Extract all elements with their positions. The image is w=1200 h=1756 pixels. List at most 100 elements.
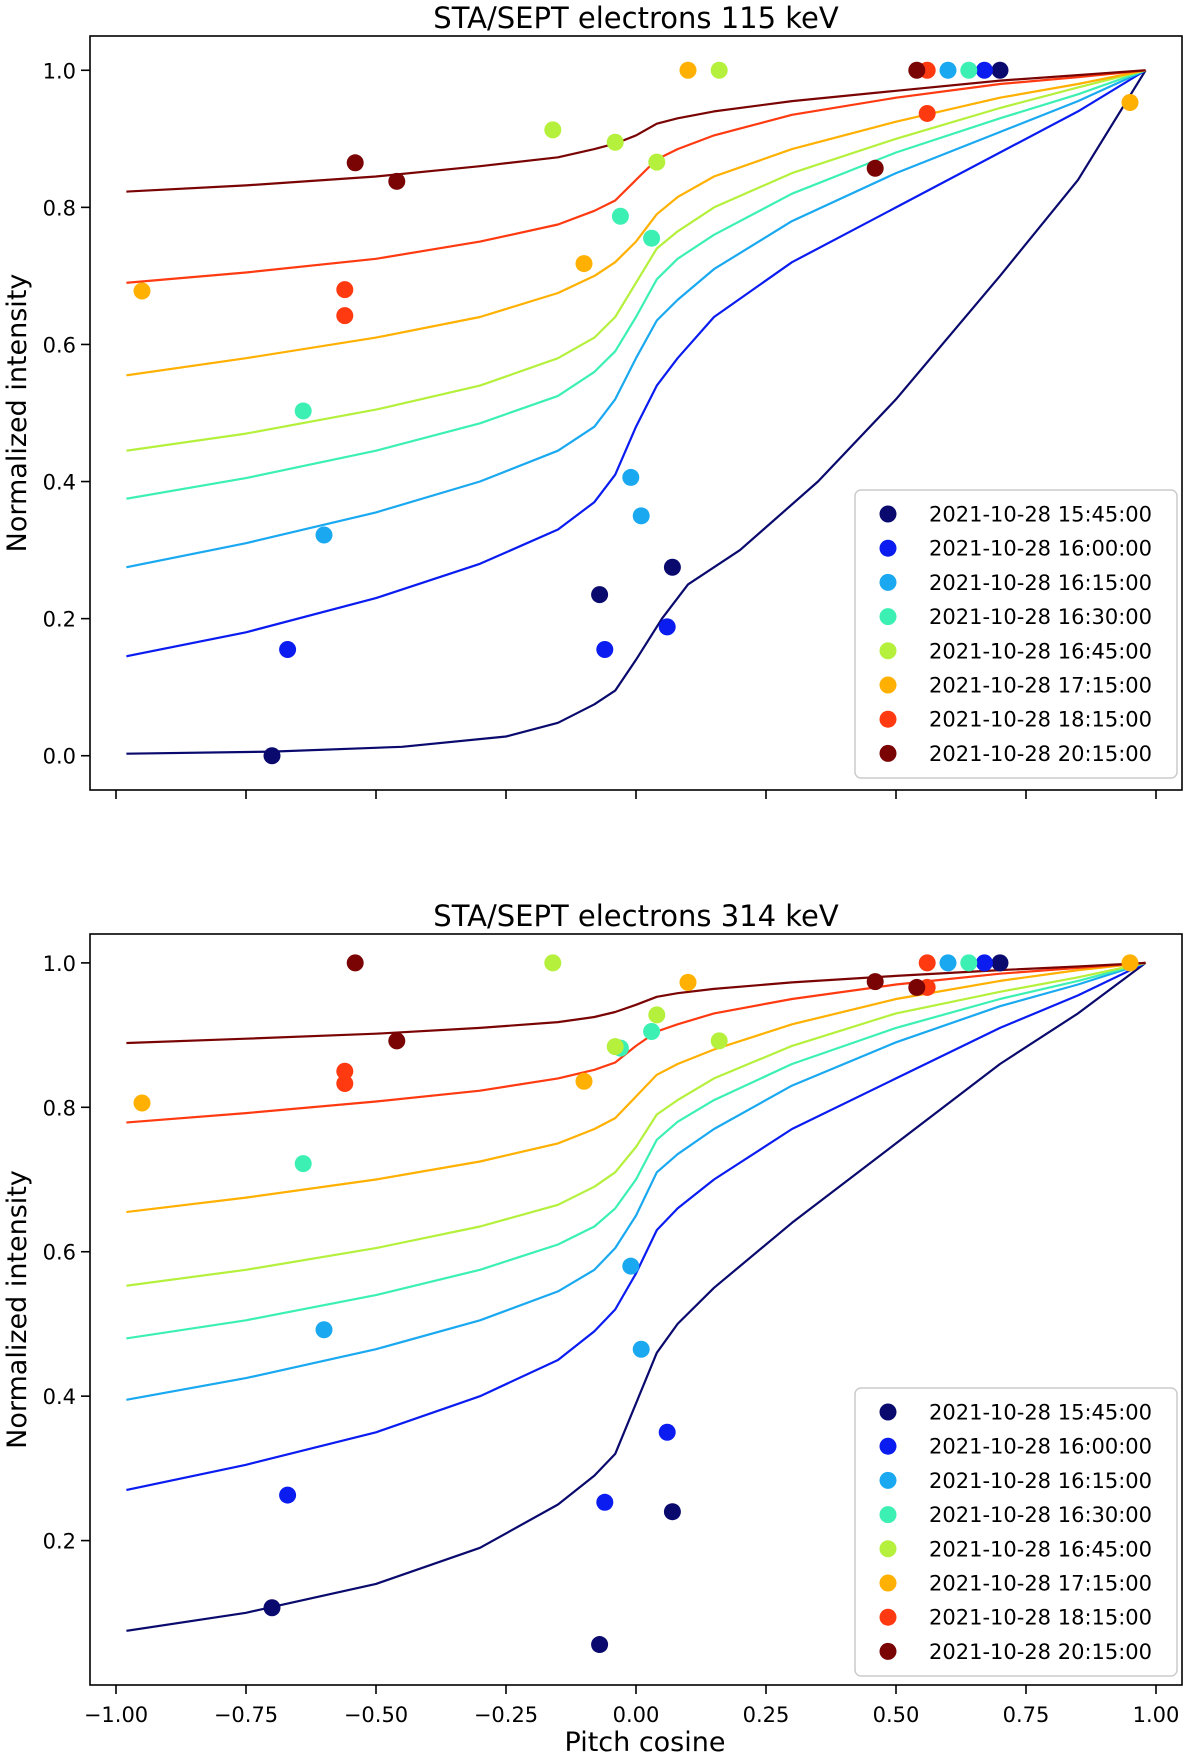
legend-marker	[879, 1574, 897, 1592]
model-curve-1715	[126, 961, 1146, 1214]
legend-entry: 2021-10-28 18:15:00	[929, 1606, 1152, 1630]
data-point	[918, 954, 936, 972]
model-curve-1630	[126, 961, 1146, 1340]
data-point	[336, 1062, 354, 1080]
legend-entry: 2021-10-28 20:15:00	[929, 1640, 1152, 1664]
data-point	[388, 172, 406, 190]
legend-marker	[879, 744, 897, 762]
x-tick-label: −0.25	[474, 1703, 538, 1727]
legend-marker	[879, 1403, 897, 1421]
data-point	[939, 61, 957, 79]
data-point	[663, 1503, 681, 1521]
legend-box	[854, 489, 1178, 779]
y-tick-label: 0.2	[43, 608, 76, 632]
model-curve-1715	[126, 69, 1146, 377]
data-point	[263, 747, 281, 765]
data-point	[648, 1006, 666, 1024]
y-tick-label: 0.4	[43, 1385, 76, 1409]
data-point	[596, 1493, 614, 1511]
legend-entry: 2021-10-28 16:15:00	[929, 1469, 1152, 1493]
model-curve-1630	[126, 69, 1146, 500]
data-point	[866, 159, 884, 177]
y-tick-label: 0.4	[43, 471, 76, 495]
data-point	[575, 255, 593, 273]
chart-title: STA/SEPT electrons 314 keV	[433, 899, 839, 933]
data-point	[679, 973, 697, 991]
data-point	[632, 507, 650, 525]
x-tick-label: −0.75	[214, 1703, 278, 1727]
data-point	[596, 640, 614, 658]
legend-marker	[879, 505, 897, 523]
x-axis-label: Pitch cosine	[565, 1727, 726, 1756]
data-point	[643, 229, 661, 247]
model-curve-1645	[126, 69, 1146, 452]
data-point	[611, 207, 629, 225]
data-point	[1121, 93, 1139, 111]
legend-entry: 2021-10-28 18:15:00	[929, 708, 1152, 732]
legend-marker	[879, 539, 897, 557]
data-point	[346, 154, 364, 172]
model-curve-2015	[126, 961, 1146, 1045]
y-tick-label: 0.6	[43, 1241, 76, 1265]
legend-entry: 2021-10-28 16:30:00	[929, 605, 1152, 629]
data-point	[710, 1032, 728, 1050]
data-point	[679, 61, 697, 79]
model-curve-1815	[126, 961, 1146, 1124]
data-point	[908, 61, 926, 79]
legend-marker	[879, 1437, 897, 1455]
data-point	[975, 954, 993, 972]
x-tick-label: 0.75	[1003, 1703, 1050, 1727]
data-point	[991, 61, 1009, 79]
model-curve-1600	[126, 69, 1147, 658]
data-point	[622, 1257, 640, 1275]
legend-entry: 2021-10-28 16:15:00	[929, 571, 1152, 595]
data-point	[991, 954, 1009, 972]
data-point	[648, 153, 666, 171]
legend-marker	[879, 608, 897, 626]
data-point	[279, 1486, 297, 1504]
data-point	[663, 558, 681, 576]
data-point	[606, 1038, 624, 1056]
legend-entry: 2021-10-28 16:30:00	[929, 1503, 1152, 1527]
legend-entry: 2021-10-28 16:45:00	[929, 1537, 1152, 1561]
legend-entry: 2021-10-28 16:00:00	[929, 1435, 1152, 1459]
data-point	[606, 133, 624, 151]
data-point	[939, 954, 957, 972]
legend-marker	[879, 1608, 897, 1626]
legend-marker	[879, 573, 897, 591]
data-point	[658, 618, 676, 636]
y-tick-label: 1.0	[43, 952, 76, 976]
data-point	[315, 1321, 333, 1339]
legend-box	[854, 1387, 1178, 1677]
legend-marker	[879, 676, 897, 694]
model-curve-1615	[126, 69, 1147, 569]
data-point	[908, 978, 926, 996]
data-point	[866, 973, 884, 991]
legend-entry: 2021-10-28 17:15:00	[929, 1572, 1152, 1596]
data-point	[1121, 954, 1139, 972]
data-point	[544, 954, 562, 972]
data-point	[591, 586, 609, 604]
x-tick-label: 0.25	[743, 1703, 790, 1727]
y-tick-label: 1.0	[43, 59, 76, 83]
y-tick-label: 0.2	[43, 1530, 76, 1554]
y-tick-label: 0.6	[43, 333, 76, 357]
legend-entry: 2021-10-28 17:15:00	[929, 674, 1152, 698]
legend-marker	[879, 710, 897, 728]
data-point	[263, 1599, 281, 1617]
legend-marker	[879, 1471, 897, 1489]
model-curve-1600	[126, 961, 1147, 1492]
legend-entry: 2021-10-28 16:00:00	[929, 537, 1152, 561]
x-tick-label: 1.00	[1133, 1703, 1180, 1727]
model-curve-2015	[126, 69, 1146, 193]
model-curve-1545	[126, 69, 1147, 755]
legend-entry: 2021-10-28 15:45:00	[929, 503, 1152, 527]
data-point	[346, 954, 364, 972]
legend-entry: 2021-10-28 16:45:00	[929, 639, 1152, 663]
data-point	[133, 282, 151, 300]
data-point	[960, 954, 978, 972]
panel-314kev: STA/SEPT electrons 314 keV −1.00 −0.75 −0.5…	[2, 899, 1183, 1727]
legend-entry: 2021-10-28 15:45:00	[929, 1401, 1152, 1425]
data-point	[544, 121, 562, 139]
